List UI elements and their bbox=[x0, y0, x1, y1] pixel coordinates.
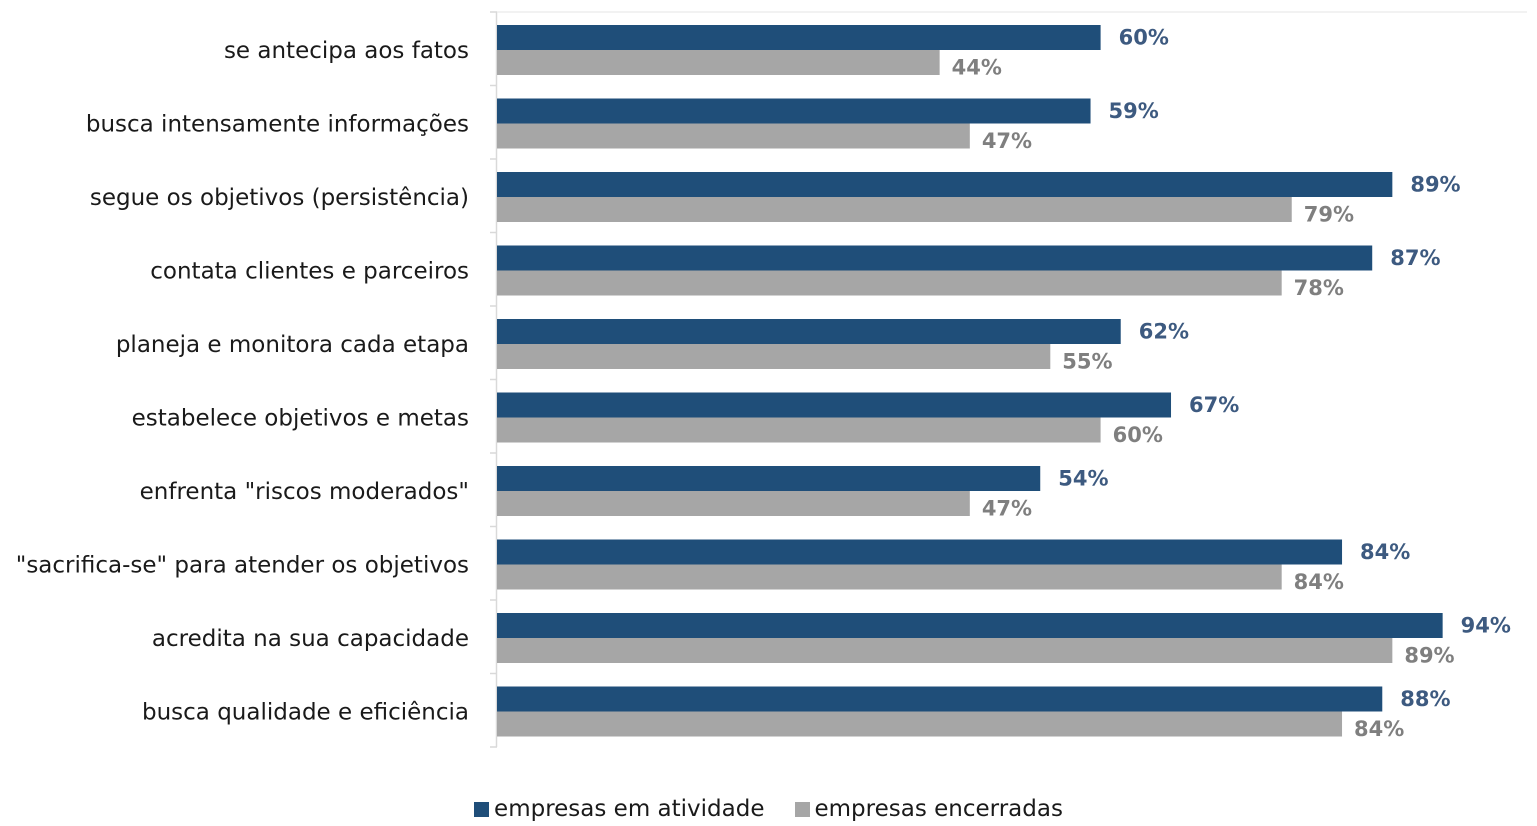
data-label-series-1: 84% bbox=[1360, 540, 1410, 564]
data-label-series-1: 89% bbox=[1410, 173, 1460, 197]
data-label-series-1: 62% bbox=[1139, 320, 1189, 344]
data-label-series-2: 89% bbox=[1404, 644, 1454, 668]
bar-series-1 bbox=[497, 98, 1091, 124]
legend-item-series-2: empresas encerradas bbox=[794, 796, 1063, 822]
data-labels: 60%44%59%47%89%79%87%78%62%55%67%60%54%4… bbox=[952, 26, 1511, 742]
bar-series-1 bbox=[497, 613, 1443, 638]
category-label: contata clientes e parceiros bbox=[150, 259, 469, 285]
bar-series-1 bbox=[497, 172, 1393, 197]
bar-series-2 bbox=[497, 50, 940, 75]
bar-series-2 bbox=[497, 564, 1282, 590]
category-axis bbox=[490, 11, 1527, 748]
bar-series-2 bbox=[497, 638, 1393, 663]
bar-series-2 bbox=[497, 417, 1101, 443]
bar-series-2 bbox=[497, 491, 970, 516]
category-label: acredita na sua capacidade bbox=[152, 626, 469, 652]
category-label: estabelece objetivos e metas bbox=[132, 406, 469, 432]
bar-series-1 bbox=[497, 539, 1343, 565]
data-label-series-2: 84% bbox=[1354, 717, 1404, 741]
legend-label-series-1: empresas em atividade bbox=[494, 796, 765, 822]
category-label: busca intensamente informações bbox=[86, 112, 469, 138]
data-label-series-1: 67% bbox=[1189, 393, 1239, 417]
data-label-series-2: 79% bbox=[1304, 203, 1354, 227]
legend-swatch-series-2 bbox=[794, 801, 810, 817]
legend-swatch-series-1 bbox=[474, 801, 490, 817]
bar-series-2 bbox=[497, 197, 1292, 222]
category-label: "sacrifica-se" para atender os objetivos bbox=[16, 553, 469, 579]
data-label-series-2: 60% bbox=[1113, 423, 1163, 447]
data-label-series-1: 60% bbox=[1119, 26, 1169, 50]
data-label-series-2: 47% bbox=[982, 129, 1032, 153]
bar-series-2 bbox=[497, 270, 1282, 296]
bar-series-1 bbox=[497, 392, 1172, 418]
bar-chart: se antecipa aos fatos busca intensamente … bbox=[16, 11, 1527, 748]
data-label-series-2: 78% bbox=[1294, 276, 1344, 300]
bar-series-1 bbox=[497, 466, 1041, 491]
category-label: enfrenta "riscos moderados" bbox=[140, 479, 469, 505]
legend-item-series-1: empresas em atividade bbox=[474, 796, 765, 822]
data-label-series-1: 94% bbox=[1461, 614, 1511, 638]
data-label-series-2: 84% bbox=[1294, 570, 1344, 594]
bar-series-1 bbox=[497, 319, 1121, 344]
legend: empresas em atividade empresas encerrada… bbox=[0, 796, 1537, 822]
data-label-series-1: 54% bbox=[1058, 467, 1108, 491]
category-label: busca qualidade e eficiência bbox=[142, 700, 469, 726]
bar-series-1 bbox=[497, 245, 1373, 271]
category-labels: se antecipa aos fatos busca intensamente … bbox=[16, 38, 469, 726]
data-label-series-2: 55% bbox=[1062, 350, 1112, 374]
category-label: planeja e monitora cada etapa bbox=[116, 332, 469, 358]
data-label-series-2: 47% bbox=[982, 497, 1032, 521]
category-label: segue os objetivos (persistência) bbox=[90, 185, 469, 211]
bar-series-1 bbox=[497, 25, 1101, 50]
bar-series-2 bbox=[497, 711, 1343, 737]
data-label-series-1: 87% bbox=[1390, 246, 1440, 270]
bar-series-1 bbox=[497, 686, 1383, 712]
bars bbox=[497, 25, 1443, 737]
category-label: se antecipa aos fatos bbox=[224, 38, 469, 64]
data-label-series-2: 44% bbox=[952, 56, 1002, 80]
data-label-series-1: 59% bbox=[1109, 99, 1159, 123]
data-label-series-1: 88% bbox=[1400, 687, 1450, 711]
bar-series-2 bbox=[497, 344, 1051, 369]
bar-series-2 bbox=[497, 123, 970, 149]
legend-label-series-2: empresas encerradas bbox=[814, 796, 1063, 822]
